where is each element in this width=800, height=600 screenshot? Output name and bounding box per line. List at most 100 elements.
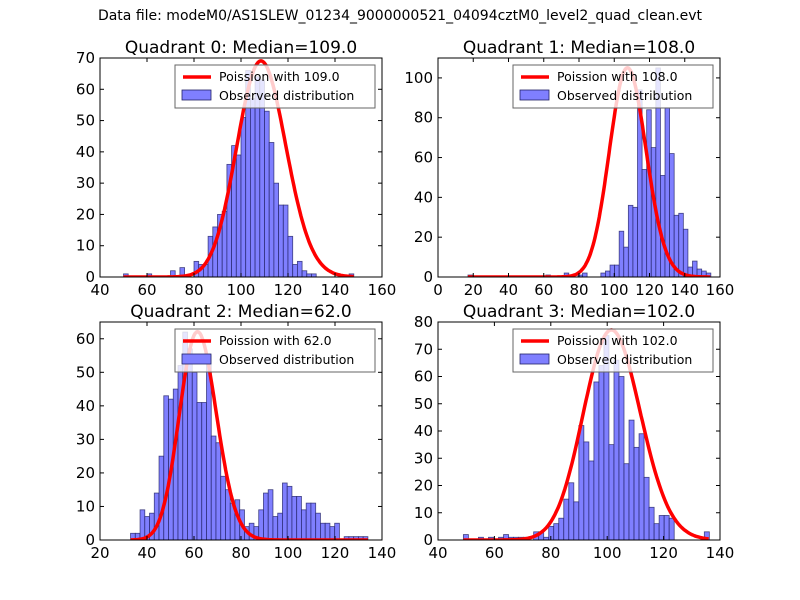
histogram-bar <box>558 517 565 540</box>
y-tick-label: 60 <box>414 368 433 386</box>
x-tick-label: 120 <box>321 544 350 562</box>
y-tick-label: 20 <box>76 205 95 223</box>
histogram-bar <box>296 260 303 277</box>
histogram-bars <box>467 67 712 277</box>
poisson-curve <box>122 59 355 277</box>
histogram-bar <box>320 522 326 540</box>
histogram-bar <box>663 515 670 540</box>
histogram-bar <box>292 264 298 277</box>
x-tick-label: 140 <box>670 281 699 299</box>
x-tick-label: 100 <box>227 281 256 299</box>
y-tick-label: 20 <box>414 228 433 246</box>
histogram-bar <box>301 270 308 277</box>
histogram-bar <box>272 516 279 540</box>
x-tick-label: 80 <box>541 544 560 562</box>
histogram-bar <box>593 381 600 540</box>
histogram-bar <box>600 272 606 277</box>
histogram-bar <box>191 371 198 540</box>
histogram-bar <box>638 433 645 540</box>
histogram-bar <box>235 154 242 277</box>
histogram-bar <box>643 476 650 540</box>
histogram-bar <box>618 230 625 277</box>
x-tick-label: 60 <box>534 281 553 299</box>
panel-title: Quadrant 2: Median=62.0 <box>130 302 352 322</box>
histogram-bar <box>301 509 307 540</box>
histogram-bar <box>315 512 321 540</box>
legend: Poission with 102.0 Observed distribution <box>512 328 714 373</box>
x-tick-label: 80 <box>569 281 588 299</box>
histogram-bar <box>582 272 588 277</box>
x-tick-label: 40 <box>90 281 109 299</box>
histogram-bar <box>608 444 615 540</box>
histogram-bar <box>653 523 660 540</box>
legend-label-poisson: Poission with 62.0 <box>219 333 332 348</box>
histogram-bar <box>172 388 179 540</box>
x-tick-label: 100 <box>600 281 629 299</box>
histogram-bar <box>678 212 684 277</box>
x-tick-label: 160 <box>368 281 397 299</box>
histogram-bar <box>296 495 302 540</box>
histogram-bar <box>588 460 595 540</box>
y-tick-label: 50 <box>76 363 95 381</box>
x-tick-label: 60 <box>485 544 504 562</box>
histogram-bar <box>324 522 331 540</box>
histogram-bar <box>187 348 193 540</box>
y-tick-label: 10 <box>76 237 95 255</box>
histogram-bar <box>583 441 590 540</box>
histogram-bar <box>153 492 160 540</box>
legend-bar-swatch <box>519 89 550 101</box>
legend-bar-swatch <box>181 89 212 101</box>
legend-label-observed: Observed distribution <box>557 88 692 103</box>
histogram-bar <box>273 182 279 277</box>
panel-quadrant-0: 40 60 80 100 120 140 160 0 10 20 30 40 50 60 70 Quadran… <box>76 38 396 299</box>
histogram-bar <box>668 517 675 540</box>
y-tick-label: 70 <box>414 340 433 358</box>
histogram-bar <box>163 395 169 540</box>
histogram-bar <box>641 169 648 277</box>
x-tick-label: 140 <box>321 281 350 299</box>
histogram-bar <box>632 206 638 277</box>
y-tick-label: 60 <box>76 80 95 98</box>
poisson-curve <box>129 329 369 540</box>
poisson-curve <box>467 65 712 277</box>
histogram-bar <box>646 109 652 277</box>
legend-frame <box>512 64 714 109</box>
histogram-bar <box>633 446 640 540</box>
histogram-bar <box>311 273 317 277</box>
histogram-bar <box>210 435 217 540</box>
y-tick-label: 100 <box>404 69 433 87</box>
legend-frame <box>512 328 714 373</box>
histogram-bar <box>267 489 274 540</box>
legend: Poission with 108.0 Observed distribution <box>512 64 714 109</box>
panel-quadrant-2: 20 40 60 80 100 120 140 0 10 20 30 40 50 60 Quadrant 2… <box>76 302 396 562</box>
y-tick-label: 80 <box>414 109 433 127</box>
histogram-bar <box>201 402 207 540</box>
x-tick-label: 160 <box>706 281 735 299</box>
y-tick-label: 70 <box>76 49 95 67</box>
histogram-bar <box>240 117 247 277</box>
histogram-bar <box>196 402 203 540</box>
histogram-bar <box>623 463 630 540</box>
histogram-bar <box>259 79 265 277</box>
y-tick-label: 60 <box>76 330 95 348</box>
histogram-bar <box>158 455 165 540</box>
x-tick-label: 0 <box>433 281 443 299</box>
histogram-bar <box>334 522 340 540</box>
histogram-bar <box>282 204 289 277</box>
x-tick-label: 120 <box>649 544 678 562</box>
histogram-bar <box>329 526 336 540</box>
histogram-bar <box>305 502 312 540</box>
histogram-bar <box>628 419 635 540</box>
y-tick-label: 0 <box>423 531 433 549</box>
panel-title: Quadrant 1: Median=108.0 <box>463 38 695 58</box>
legend-label-observed: Observed distribution <box>557 352 692 367</box>
histogram-bar <box>660 175 666 277</box>
y-tick-label: 40 <box>414 422 433 440</box>
x-tick-label: 40 <box>499 281 518 299</box>
x-tick-label: 140 <box>706 544 735 562</box>
histogram-bar <box>225 489 231 540</box>
histogram-bar <box>573 501 580 540</box>
legend-label-poisson: Poission with 108.0 <box>557 69 678 84</box>
figure-suptitle: Data file: modeM0/AS1SLEW_01234_90000005… <box>97 8 703 24</box>
y-tick-label: 50 <box>76 112 95 130</box>
